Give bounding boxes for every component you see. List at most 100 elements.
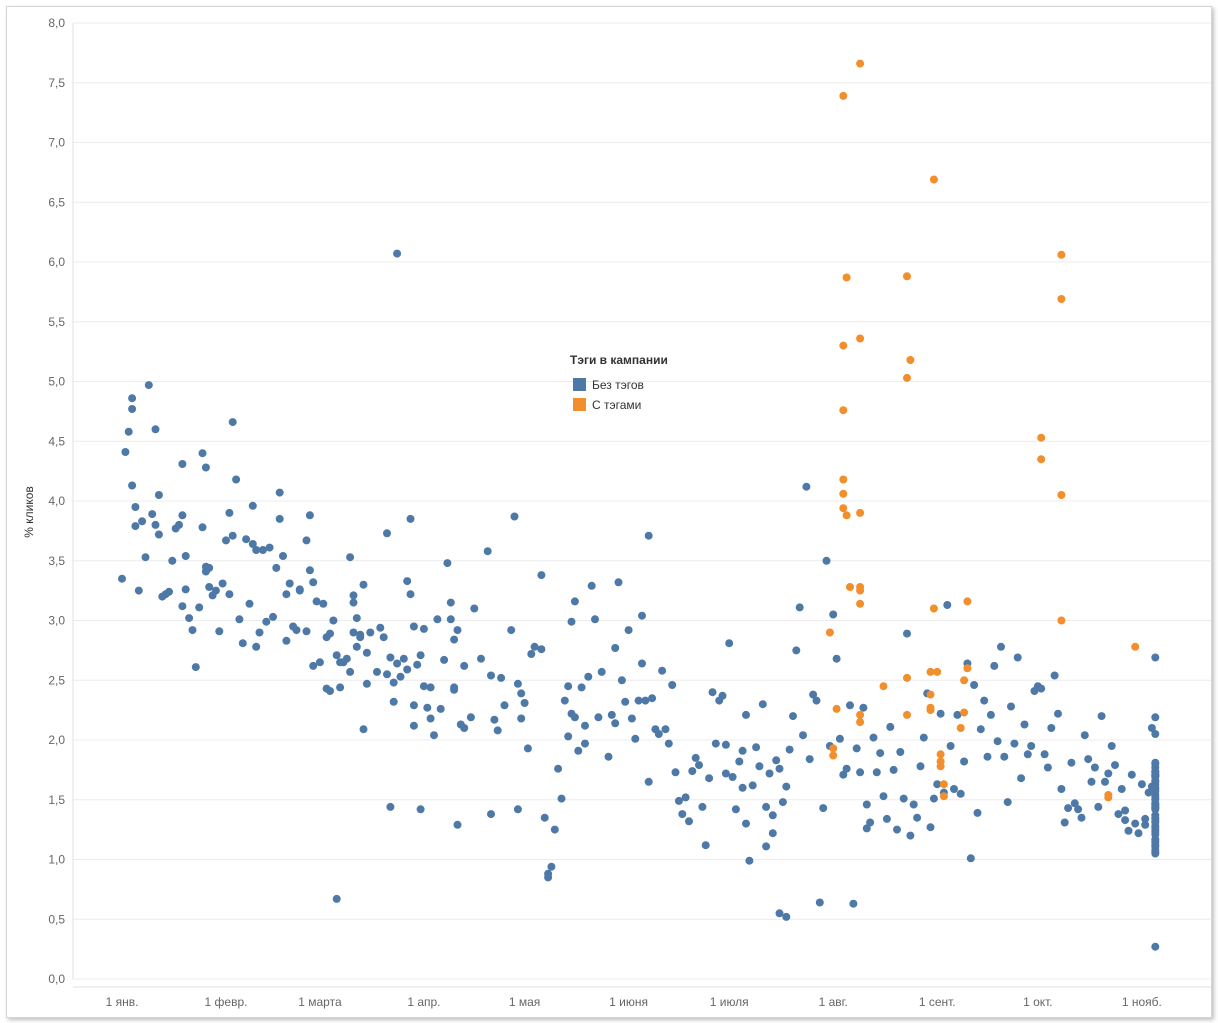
data-point[interactable] — [326, 629, 334, 638]
data-point[interactable] — [799, 731, 807, 740]
data-point[interactable] — [805, 755, 814, 764]
data-point[interactable] — [866, 818, 875, 827]
data-point[interactable] — [611, 719, 620, 728]
data-point[interactable] — [305, 566, 314, 575]
data-point[interactable] — [554, 764, 563, 773]
data-point[interactable] — [356, 630, 365, 639]
data-point[interactable] — [131, 522, 140, 531]
data-point[interactable] — [718, 691, 727, 700]
data-point[interactable] — [195, 603, 204, 612]
data-point[interactable] — [846, 583, 854, 591]
data-point[interactable] — [500, 701, 509, 710]
data-point[interactable] — [624, 626, 633, 635]
data-point[interactable] — [886, 722, 895, 731]
data-point[interactable] — [852, 744, 861, 753]
data-point[interactable] — [876, 749, 885, 758]
data-point[interactable] — [151, 520, 160, 529]
data-point[interactable] — [1127, 770, 1136, 779]
data-point[interactable] — [946, 742, 955, 750]
data-point[interactable] — [742, 710, 750, 719]
data-point[interactable] — [1107, 742, 1116, 750]
data-point[interactable] — [329, 616, 338, 625]
data-point[interactable] — [926, 706, 935, 715]
data-point[interactable] — [856, 718, 865, 727]
data-point[interactable] — [856, 599, 865, 608]
data-point[interactable] — [228, 418, 237, 427]
data-point[interactable] — [309, 578, 318, 587]
data-point[interactable] — [648, 694, 657, 703]
data-point[interactable] — [134, 586, 143, 595]
legend-swatch-untagged[interactable] — [573, 378, 586, 391]
data-point[interactable] — [1144, 788, 1153, 797]
data-point[interactable] — [1057, 491, 1066, 499]
data-point[interactable] — [1151, 836, 1160, 845]
data-point[interactable] — [121, 448, 130, 456]
data-point[interactable] — [362, 648, 371, 657]
data-point[interactable] — [490, 715, 499, 724]
data-point[interactable] — [235, 615, 244, 624]
data-point[interactable] — [537, 571, 546, 580]
data-point[interactable] — [674, 796, 683, 805]
data-point[interactable] — [621, 697, 630, 706]
data-point[interactable] — [725, 639, 734, 648]
data-point[interactable] — [128, 405, 137, 413]
data-point[interactable] — [409, 721, 418, 730]
data-point[interactable] — [1057, 616, 1066, 625]
data-point[interactable] — [839, 770, 848, 779]
data-point[interactable] — [906, 356, 915, 364]
data-point[interactable] — [520, 699, 529, 707]
data-point[interactable] — [970, 681, 979, 689]
data-point[interactable] — [430, 731, 438, 740]
data-point[interactable] — [540, 813, 549, 822]
data-point[interactable] — [926, 690, 935, 699]
data-point[interactable] — [711, 739, 720, 748]
data-point[interactable] — [413, 660, 422, 669]
data-point[interactable] — [721, 769, 730, 778]
data-point[interactable] — [835, 734, 844, 743]
data-point[interactable] — [352, 642, 361, 651]
data-point[interactable] — [419, 624, 428, 633]
data-point[interactable] — [406, 590, 415, 599]
data-point[interactable] — [1151, 771, 1160, 780]
data-point[interactable] — [812, 696, 821, 705]
data-point[interactable] — [403, 665, 412, 674]
data-point[interactable] — [745, 856, 754, 865]
data-point[interactable] — [1060, 818, 1069, 827]
data-point[interactable] — [205, 583, 214, 591]
data-point[interactable] — [909, 800, 918, 809]
data-point[interactable] — [1151, 828, 1160, 836]
data-point[interactable] — [1003, 798, 1012, 807]
data-point[interactable] — [513, 679, 522, 688]
data-point[interactable] — [1151, 780, 1160, 789]
data-point[interactable] — [118, 574, 126, 583]
data-point[interactable] — [896, 748, 905, 756]
data-point[interactable] — [262, 617, 271, 626]
data-point[interactable] — [842, 273, 851, 282]
data-point[interactable] — [389, 678, 398, 687]
data-point[interactable] — [1151, 845, 1160, 854]
data-point[interactable] — [466, 713, 475, 722]
data-point[interactable] — [1023, 750, 1032, 759]
data-point[interactable] — [242, 535, 251, 544]
data-point[interactable] — [218, 579, 227, 588]
data-point[interactable] — [1101, 777, 1109, 786]
data-point[interactable] — [379, 633, 388, 642]
data-point[interactable] — [819, 804, 828, 813]
data-point[interactable] — [1097, 712, 1106, 721]
data-point[interactable] — [584, 672, 593, 681]
data-point[interactable] — [272, 563, 281, 572]
data-point[interactable] — [1057, 785, 1066, 793]
data-point[interactable] — [611, 644, 620, 652]
data-point[interactable] — [225, 590, 234, 599]
data-point[interactable] — [151, 425, 160, 434]
data-point[interactable] — [1037, 455, 1046, 464]
data-point[interactable] — [638, 611, 646, 620]
data-point[interactable] — [1020, 720, 1029, 729]
data-point[interactable] — [302, 627, 311, 636]
data-point[interactable] — [423, 703, 432, 712]
data-point[interactable] — [383, 529, 391, 538]
data-point[interactable] — [856, 710, 865, 719]
data-point[interactable] — [154, 530, 163, 539]
data-point[interactable] — [678, 810, 687, 819]
data-point[interactable] — [1067, 758, 1076, 767]
